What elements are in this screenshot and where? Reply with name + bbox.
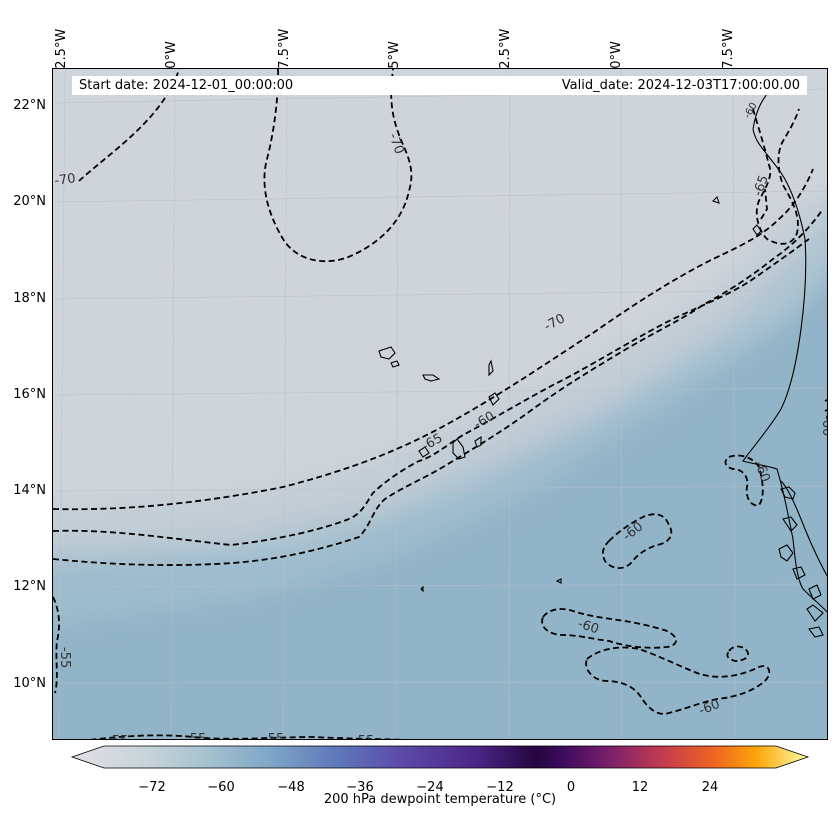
contour-label-minus-55-b: -55 (185, 732, 206, 740)
colorbar-tick-minus-12: −12 (486, 780, 514, 795)
island-maio (474, 435, 482, 448)
info-bar (72, 76, 807, 95)
lat-label-20n: 20°N (13, 194, 46, 209)
island-fogo (488, 392, 500, 406)
lat-label-12n: 12°N (13, 579, 46, 594)
contour-minus-65-coast (752, 108, 800, 245)
contour-label-minus-55-c: -55 (263, 732, 284, 740)
contour-minus-55-bottom (90, 734, 406, 739)
contour-label-minus-60-d: -60 (576, 617, 601, 638)
contour-minus-70-front (53, 168, 814, 511)
colorbar-tick-minus-36: −36 (346, 780, 374, 795)
dewpoint-contours (53, 69, 827, 739)
start-date-text: Start date: 2024-12-01_00:00:00 (79, 78, 294, 93)
contour-label-minus-60-b: -60 (751, 459, 772, 484)
contour-label-minus-60-f: -60 (819, 415, 828, 436)
colorbar-tick-minus-48: −48 (277, 780, 305, 795)
colorbar (70, 745, 810, 769)
colorbar-tick-12: 12 (631, 780, 649, 795)
contour-minus-65 (53, 238, 810, 546)
colorbar-label: 200 hPa dewpoint temperature (°C) (323, 792, 557, 807)
contour-minus-60-patch-d (726, 645, 749, 662)
colorbar-tick-minus-72: −72 (138, 780, 166, 795)
map-panel[interactable]: -70 -70 -70 -65 -65 -60 -60 -60 -60 -60 … (52, 68, 828, 740)
lat-label-18n: 18°N (13, 291, 46, 306)
contour-label-minus-55-d: -55 (353, 734, 374, 740)
contour-label-minus-65-b: -65 (751, 173, 772, 198)
contour-minus-60-patch-e (724, 454, 764, 507)
lat-label-16n: 16°N (13, 387, 46, 402)
contour-minus-60 (53, 208, 824, 566)
island-santiago (452, 438, 466, 460)
africa-coastline (742, 128, 827, 613)
valid-date-text: Valid_date: 2024-12-03T17:00:00.00 (561, 78, 800, 93)
colorbar-body (70, 745, 810, 769)
contour-minus-60-patch-a (602, 513, 673, 569)
island-brava (418, 446, 430, 458)
island-santo-antao (378, 346, 396, 360)
contour-label-minus-55-e: -55 (57, 647, 72, 668)
bijagos-islands (778, 486, 824, 638)
island-sao-vicente (390, 360, 400, 368)
colorbar-tick-24: 24 (701, 780, 719, 795)
island-sal (422, 374, 441, 382)
dewpoint-map: -70 -70 -70 -65 -65 -60 -60 -60 -60 -60 … (53, 69, 828, 740)
transition-band (53, 195, 827, 568)
lat-label-14n: 14°N (13, 483, 46, 498)
lat-label-10n: 10°N (13, 676, 46, 691)
contour-minus-70-tongue (263, 69, 413, 263)
contour-label-minus-70-b: -70 (385, 131, 406, 156)
island-boa-vista (488, 359, 494, 377)
contour-minus-60-patch-c (585, 646, 771, 715)
colorbar-tick-0: 0 (566, 780, 576, 795)
colorbar-tick-minus-60: −60 (207, 780, 235, 795)
colorbar-tick-minus-24: −24 (416, 780, 444, 795)
contour-label-minus-60-e: -60 (697, 697, 722, 719)
contour-label-minus-55-a: -55 (107, 734, 128, 740)
moist-core (53, 285, 827, 739)
contour-label-minus-70-a: -70 (53, 171, 76, 189)
contour-minus-55-left (53, 596, 60, 694)
lat-label-22n: 22°N (13, 98, 46, 113)
